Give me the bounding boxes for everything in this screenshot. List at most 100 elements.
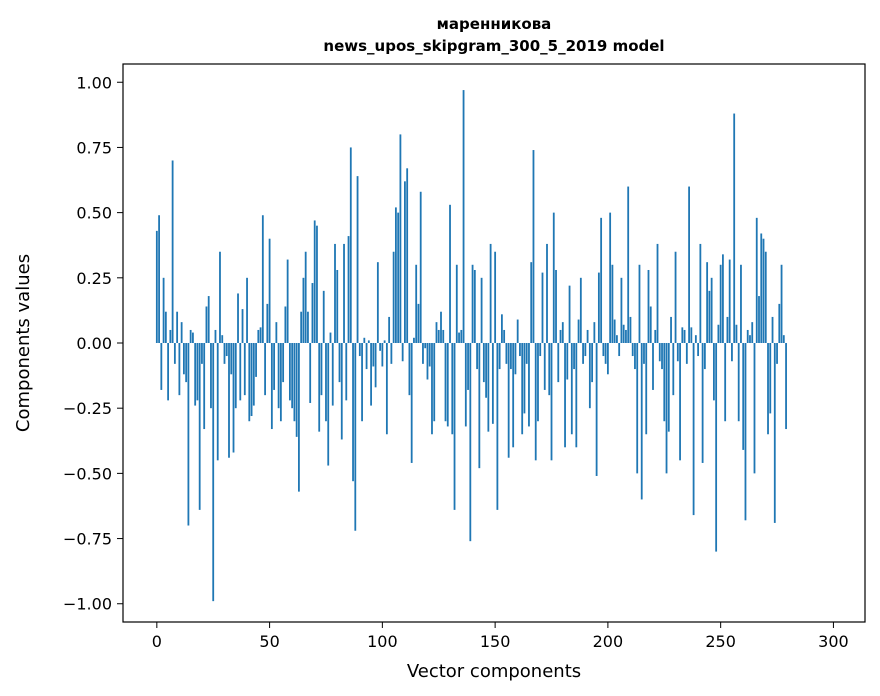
bar-0 [155, 230, 158, 343]
bar-199 [604, 343, 607, 364]
bar-255 [731, 343, 733, 362]
bar-85 [347, 236, 350, 343]
bar-76 [327, 343, 330, 466]
x-tick-label: 200 [593, 632, 624, 651]
bar-27 [216, 343, 219, 461]
bar-176 [552, 212, 555, 343]
bar-203 [613, 319, 616, 343]
bar-142 [476, 343, 478, 370]
bar-141 [473, 269, 476, 343]
bar-234 [683, 329, 686, 343]
bar-250 [719, 264, 722, 343]
bar-204 [616, 335, 618, 343]
bar-253 [726, 316, 729, 343]
bar-19 [198, 343, 201, 510]
bar-252 [724, 343, 727, 422]
bar-110 [404, 181, 406, 343]
bar-206 [620, 277, 623, 343]
bar-279 [785, 343, 787, 430]
bar-228 [670, 316, 672, 343]
x-tick-label: 100 [367, 632, 398, 651]
bar-20 [201, 343, 203, 364]
bar-64 [300, 311, 303, 343]
bar-138 [467, 343, 469, 390]
bar-71 [316, 225, 318, 343]
bar-159 [514, 343, 517, 375]
bar-6 [169, 329, 172, 343]
y-tick-label: −0.25 [63, 399, 112, 418]
bar-108 [399, 134, 402, 343]
bar-107 [397, 212, 400, 343]
bar-161 [519, 343, 521, 357]
x-tick-label: 50 [259, 632, 279, 651]
bar-84 [345, 343, 348, 401]
bar-148 [489, 243, 492, 343]
y-tick-label: 0.25 [76, 269, 112, 288]
bar-189 [582, 343, 584, 364]
bar-193 [591, 343, 594, 383]
bar-151 [496, 343, 499, 510]
bar-262 [746, 329, 749, 343]
bar-185 [573, 343, 575, 370]
bar-158 [512, 343, 515, 448]
bar-217 [645, 343, 648, 435]
x-axis-label: Vector components [407, 661, 581, 682]
bar-177 [555, 269, 557, 343]
bar-140 [471, 264, 474, 343]
bar-59 [288, 343, 291, 401]
x-axis: 0 50 100 150 200 250 300 [152, 622, 849, 651]
bar-175 [550, 343, 553, 461]
bar-273 [771, 316, 774, 343]
bar-18 [196, 343, 199, 401]
bar-77 [329, 332, 332, 343]
bar-215 [640, 343, 643, 500]
bar-232 [679, 343, 681, 461]
bar-242 [701, 343, 704, 463]
bar-123 [433, 343, 436, 422]
bar-198 [602, 343, 605, 357]
bar-8 [173, 343, 176, 364]
bar-166 [530, 262, 533, 343]
bar-90 [358, 343, 361, 357]
bar-58 [286, 259, 289, 343]
bar-46 [259, 327, 262, 343]
bar-268 [760, 233, 763, 343]
bar-117 [419, 191, 422, 343]
bar-275 [776, 343, 778, 364]
bar-188 [579, 277, 582, 343]
y-tick-label: 0.75 [76, 138, 112, 157]
bar-237 [690, 327, 693, 343]
bar-33 [230, 343, 233, 375]
bar-69 [311, 283, 314, 343]
bar-257 [735, 324, 738, 343]
bar-2 [160, 343, 163, 390]
y-tick-label: 0.50 [76, 204, 112, 223]
bar-249 [717, 324, 720, 343]
bar-263 [749, 335, 751, 343]
bar-264 [751, 322, 754, 343]
bar-104 [390, 343, 393, 364]
bar-267 [758, 296, 760, 343]
bar-120 [426, 343, 429, 380]
bar-81 [338, 343, 341, 383]
bar-114 [413, 337, 415, 343]
bar-224 [661, 343, 663, 370]
bar-34 [232, 343, 235, 453]
bar-88 [354, 343, 357, 531]
bar-192 [588, 343, 591, 409]
bar-136 [462, 90, 465, 343]
bar-23 [207, 296, 210, 343]
bar-133 [455, 264, 458, 343]
bar-274 [773, 343, 776, 523]
bar-101 [383, 340, 386, 343]
bar-26 [214, 329, 217, 343]
y-axis-label: Components values [13, 254, 34, 432]
bar-143 [478, 343, 481, 469]
bar-271 [767, 343, 769, 435]
bar-209 [627, 186, 630, 343]
bar-276 [778, 303, 781, 343]
bar-45 [257, 329, 260, 343]
bar-93 [365, 343, 368, 370]
bar-196 [597, 272, 600, 343]
bar-256 [733, 113, 736, 343]
